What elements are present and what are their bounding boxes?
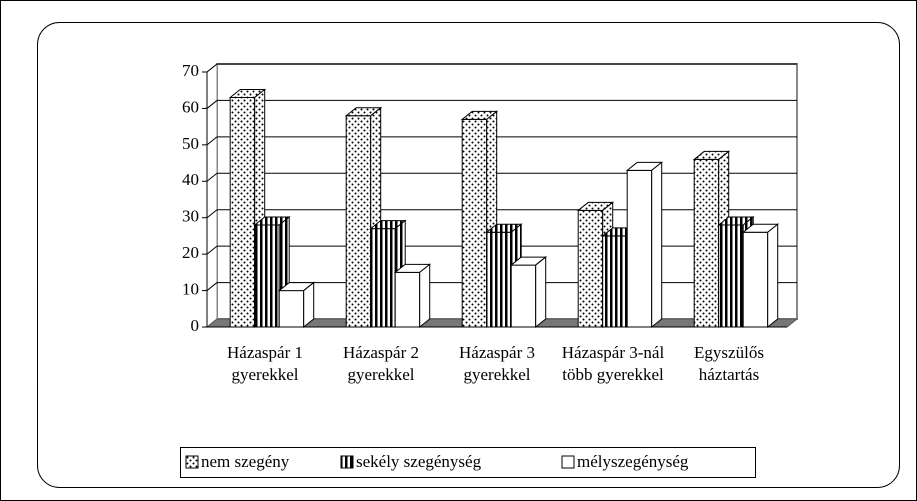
- y-tick-label: 70: [182, 61, 199, 80]
- side-wall: [206, 62, 218, 329]
- bar: [693, 158, 720, 328]
- bar-side: [767, 223, 779, 329]
- y-tick-label: 60: [182, 97, 199, 116]
- grid-line-side: [206, 245, 218, 255]
- grid-line-side: [206, 172, 218, 182]
- x-tick-label: Házaspár 3-nál több gyerekkel: [561, 343, 665, 384]
- y-tick-label: 50: [182, 134, 199, 153]
- bar: [254, 224, 280, 328]
- x-tick-label: Házaspár 3 gyerekkel: [459, 343, 535, 384]
- grid-line-side: [206, 209, 218, 219]
- legend: [180, 447, 756, 478]
- bar: [461, 118, 488, 328]
- y-tick-label: 20: [182, 243, 199, 262]
- grid-line-side: [206, 282, 218, 291]
- x-tick-label: Egyszülős háztartás: [694, 343, 764, 384]
- bar-side: [535, 256, 547, 329]
- bar: [394, 271, 421, 328]
- grid-line-side: [206, 100, 218, 109]
- legend-swatch: [561, 455, 575, 469]
- bar: [742, 231, 769, 328]
- legend-swatch: [185, 455, 199, 469]
- legend-label: sekély szegénység: [356, 452, 482, 471]
- bar: [510, 264, 537, 328]
- bar: [370, 228, 396, 328]
- bar: [577, 209, 604, 328]
- bar-side: [303, 281, 315, 329]
- bar: [486, 231, 512, 328]
- legend-swatch: [340, 455, 354, 469]
- bar: [602, 235, 628, 328]
- grid-line-side: [206, 63, 218, 73]
- y-tick-label: 0: [191, 316, 200, 335]
- legend-label: nem szegény: [201, 452, 290, 471]
- x-tick-label: Házaspár 2 gyerekkel: [343, 343, 419, 384]
- bar: [345, 115, 372, 328]
- bar: [278, 290, 305, 328]
- y-tick-label: 40: [182, 170, 199, 189]
- bar: [718, 224, 744, 328]
- bar: [229, 97, 256, 328]
- grid-line-side: [206, 136, 218, 146]
- bar-side: [651, 161, 663, 329]
- y-tick-label: 10: [182, 279, 199, 298]
- y-tick-label: 30: [182, 207, 199, 226]
- legend-label: mélyszegénység: [577, 452, 689, 471]
- bar-side: [419, 263, 431, 329]
- bar: [626, 169, 653, 328]
- x-tick-label: Házaspár 1 gyerekkel: [227, 343, 303, 384]
